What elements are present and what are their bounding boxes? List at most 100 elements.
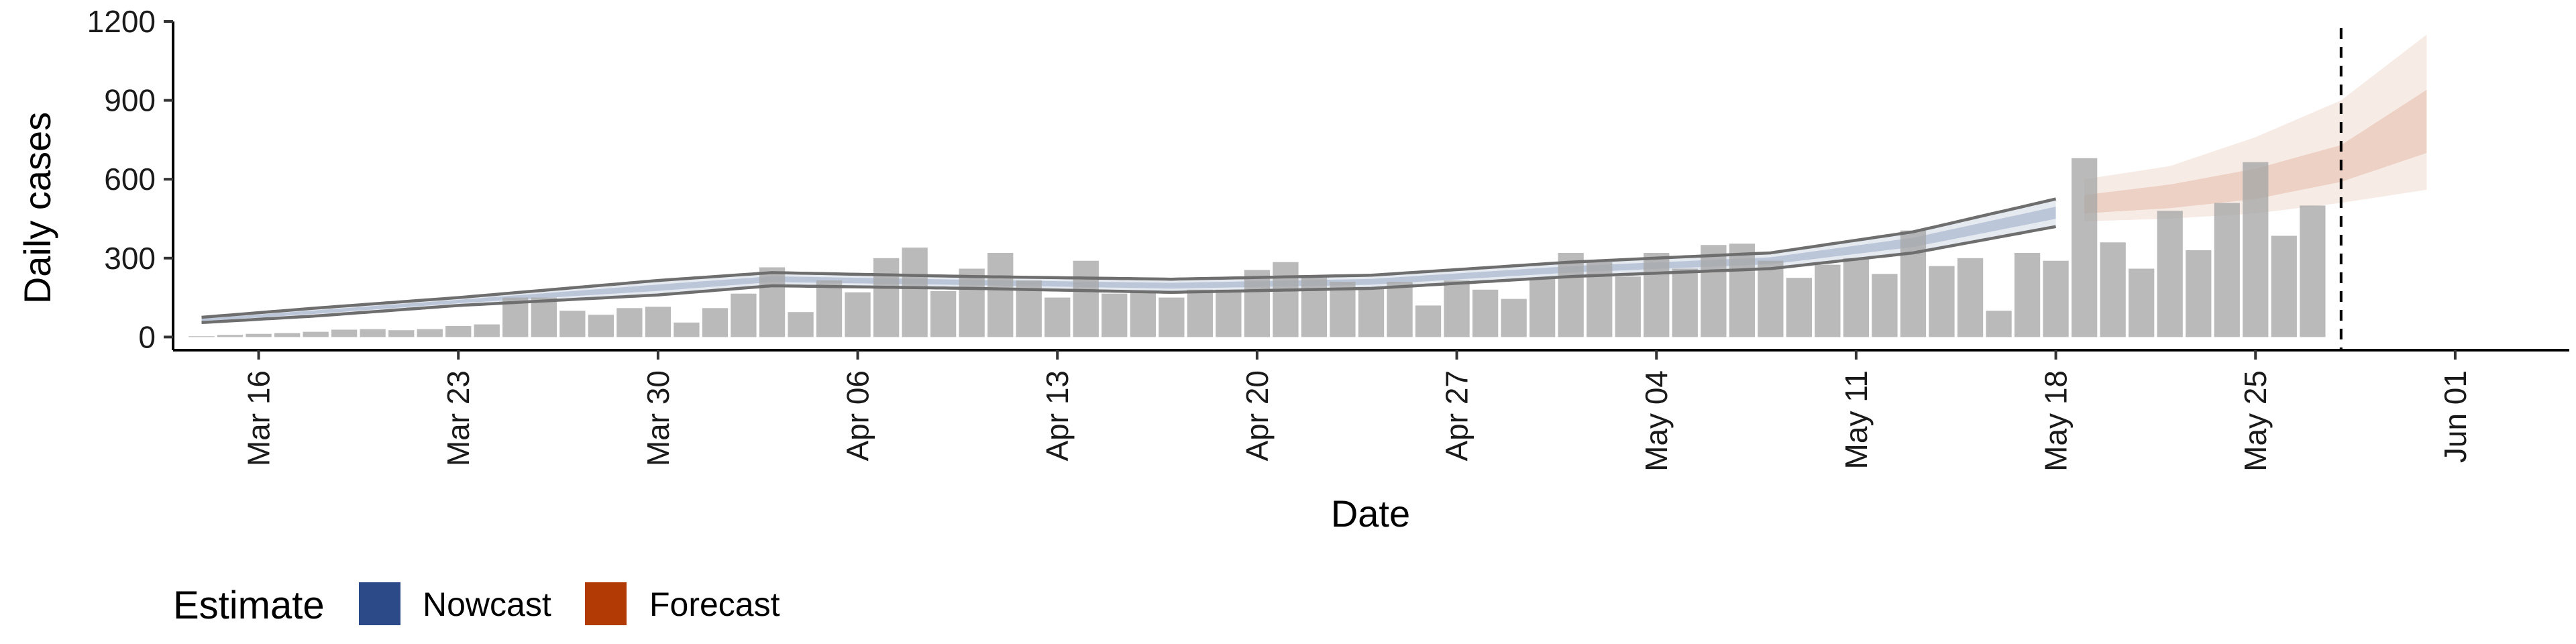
x-tick-label: Mar 16	[241, 370, 276, 466]
nowcast-lower-line	[201, 225, 2056, 325]
x-tick-label: Apr 20	[1240, 370, 1275, 462]
reported-case-bar	[645, 307, 672, 337]
reported-case-bar	[873, 258, 900, 337]
reported-case-bar	[531, 297, 557, 337]
reported-case-bar	[1216, 289, 1242, 337]
legend-swatch-nowcast	[359, 582, 400, 625]
reported-case-bar	[559, 311, 586, 337]
reported-case-bar	[1244, 270, 1271, 337]
reported-case-bar	[1587, 262, 1613, 337]
y-tick-label: 0	[138, 319, 156, 354]
x-tick-label: Apr 06	[841, 370, 875, 462]
reported-case-bar	[1843, 258, 1870, 337]
reported-case-bar	[759, 267, 786, 337]
x-axis-title: Date	[1331, 492, 1410, 535]
reported-case-bar	[788, 312, 814, 337]
legend-swatch-forecast	[585, 582, 627, 625]
reported-case-bar	[616, 308, 643, 337]
reported-case-bar	[959, 268, 985, 337]
legend-title: Estimate	[173, 584, 325, 627]
legend-label-nowcast: Nowcast	[423, 586, 551, 623]
reported-case-bar	[1615, 276, 1641, 337]
reported-case-bar	[2271, 235, 2297, 337]
reported-case-bar	[2043, 260, 2069, 337]
reported-case-bar	[702, 308, 729, 337]
reported-case-bar	[1872, 274, 1898, 337]
reported-case-bar	[274, 333, 301, 337]
reported-case-bar	[1159, 297, 1185, 337]
reported-case-bar	[845, 292, 871, 337]
reported-case-bar	[1387, 282, 1413, 337]
reported-case-bar	[1929, 266, 1955, 337]
reported-case-bar	[1301, 278, 1328, 337]
x-tick-label: May 25	[2238, 370, 2273, 472]
reported-case-bar	[1957, 258, 1984, 337]
reported-case-bar	[417, 329, 443, 337]
y-axis-title: Daily cases	[16, 112, 58, 304]
reported-case-bar	[303, 331, 329, 337]
reported-case-bar	[1415, 305, 1442, 337]
reported-case-bar	[731, 293, 757, 337]
forecast-outer-band	[2084, 34, 2427, 221]
reported-case-bar	[445, 325, 472, 337]
reported-case-bar	[2186, 250, 2212, 337]
reported-case-bar	[1986, 311, 2012, 337]
reported-case-bar	[2072, 158, 2098, 337]
reported-case-bar	[674, 322, 700, 337]
y-tick-label: 600	[104, 162, 156, 197]
reported-case-bar	[1644, 253, 1670, 337]
legend-label-forecast: Forecast	[649, 586, 780, 623]
nowcast-bound-lines	[201, 197, 2057, 325]
reported-case-bar	[2129, 268, 2155, 337]
reported-case-bar	[246, 333, 272, 337]
reported-case-bar	[474, 324, 500, 337]
reported-case-bars	[189, 158, 2326, 337]
reported-case-bar	[816, 280, 843, 337]
legend: Estimate Nowcast Forecast	[173, 582, 780, 627]
nowcast-band	[201, 199, 2056, 323]
reported-case-bar	[1044, 297, 1071, 337]
reported-case-bar	[2300, 205, 2326, 337]
reported-case-bar	[987, 253, 1014, 337]
y-tick-label: 1200	[87, 4, 156, 39]
x-tick-label: May 04	[1639, 370, 1674, 472]
reported-case-bar	[1102, 293, 1128, 337]
reported-case-bar	[2014, 253, 2041, 337]
nowcast-inner-band	[201, 207, 2056, 321]
reported-case-bar	[2243, 162, 2269, 337]
nowcast-upper-line	[201, 197, 2057, 319]
reported-case-bar	[1330, 282, 1356, 337]
reported-case-bar	[1729, 244, 1755, 337]
x-axis-ticks: Mar 16 Mar 23 Mar 30 Apr 06 Apr 13 Apr 20 Apr …	[241, 350, 2473, 472]
reported-case-bar	[1672, 268, 1698, 337]
reported-case-bar	[1815, 264, 1841, 337]
y-axis-ticks: 0 300 600 900 1200	[87, 4, 173, 354]
reported-case-bar	[1501, 299, 1527, 337]
reported-case-bar	[2100, 242, 2126, 337]
reported-case-bar	[1558, 253, 1584, 337]
reported-case-bar	[2157, 211, 2183, 337]
reported-case-bar	[189, 336, 215, 337]
reported-case-bar	[1187, 289, 1213, 337]
reported-case-bar	[1358, 286, 1385, 337]
nowcast-outer-band	[201, 199, 2056, 323]
reported-case-bar	[1472, 289, 1499, 337]
reported-case-bar	[1758, 260, 1784, 337]
y-tick-label: 900	[104, 83, 156, 118]
reported-case-bar	[588, 315, 614, 337]
reported-case-bar	[2214, 203, 2240, 337]
reported-case-bar	[1900, 230, 1927, 337]
x-tick-label: Mar 23	[441, 370, 476, 466]
reported-case-bar	[360, 329, 386, 337]
x-tick-label: Apr 27	[1440, 370, 1474, 462]
reported-case-bar	[331, 329, 358, 337]
reported-case-bar	[930, 290, 957, 337]
x-tick-label: May 11	[1839, 370, 1874, 469]
x-tick-label: May 18	[2039, 370, 2074, 472]
reported-case-bar	[1273, 262, 1299, 337]
reported-case-bar	[217, 335, 244, 337]
x-tick-label: Mar 30	[641, 370, 676, 466]
plot-area	[189, 28, 2427, 350]
reported-case-bar	[1444, 280, 1470, 337]
